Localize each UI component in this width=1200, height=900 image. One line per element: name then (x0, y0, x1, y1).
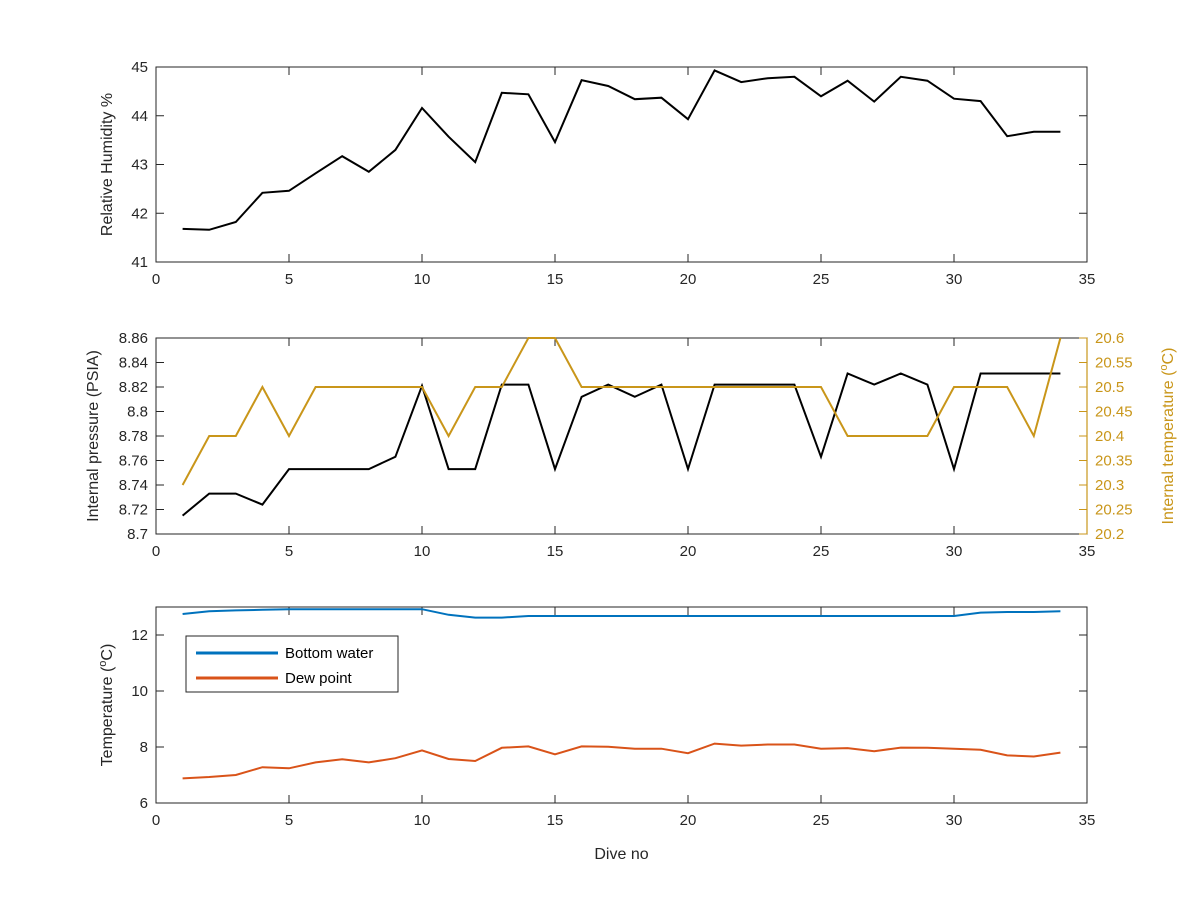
y-tick-label: 10 (131, 683, 148, 700)
y-axis-label: Relative Humidity % (99, 93, 116, 236)
x-tick-label: 10 (414, 271, 431, 288)
series-line-dew-point (182, 742, 1061, 780)
x-tick-label: 35 (1079, 812, 1096, 829)
x-tick-label: 30 (946, 543, 963, 560)
legend-box (185, 635, 399, 693)
series-line-2 (181, 337, 1062, 486)
right-y-tick-label: 20.35 (1095, 453, 1133, 470)
y-tick-label: 8.72 (119, 502, 148, 519)
y-tick-label: 8.74 (119, 477, 148, 494)
x-tick-label: 5 (285, 812, 293, 829)
right-y-tick-label: 20.2 (1095, 526, 1124, 543)
y-tick-label: 44 (131, 108, 148, 125)
plot-frame (155, 337, 1088, 535)
y-tick-label: 8.78 (119, 428, 148, 445)
x-tick-label: 35 (1079, 543, 1096, 560)
x-tick-label: 20 (680, 271, 697, 288)
x-tick-label: 0 (152, 812, 160, 829)
y-tick-label: 45 (131, 59, 148, 76)
right-y-tick-label: 20.55 (1095, 355, 1133, 372)
x-tick-label: 25 (813, 543, 830, 560)
plot-frame (155, 606, 1088, 804)
x-tick-label: 0 (152, 543, 160, 560)
x-tick-label: 5 (285, 543, 293, 560)
x-tick-label: 15 (547, 812, 564, 829)
legend: Bottom water Dew point (185, 635, 399, 693)
y-tick-label: 41 (131, 254, 148, 271)
chart-panel-1: 0 5 10 15 20 25 30 35 41 42 43 44 45 Relative Humidit… (99, 59, 1095, 288)
legend-label: Dew point (285, 670, 353, 687)
y-tick-label: 8.8 (127, 404, 148, 421)
x-tick-label: 25 (813, 812, 830, 829)
y-tick-label: 8.86 (119, 330, 148, 347)
y-tick-label: 8.7 (127, 526, 148, 543)
series-line-1 (181, 372, 1061, 517)
x-axis-label: Dive no (594, 846, 648, 863)
right-y-tick-label: 20.25 (1095, 502, 1133, 519)
y-tick-label: 8.84 (119, 355, 148, 372)
y-tick-label: 12 (131, 627, 148, 644)
plot-frame (155, 66, 1088, 263)
x-tick-label: 20 (680, 543, 697, 560)
chart-panel-2: 0 5 10 15 20 25 30 35 8.7 8.72 8.74 8.76 8.78 8.8 8.82… (85, 330, 1177, 560)
x-tick-label: 25 (813, 271, 830, 288)
y-tick-label: 8 (140, 739, 148, 756)
y-tick-label: 8.82 (119, 379, 148, 396)
x-tick-label: 5 (285, 271, 293, 288)
series-line-1 (182, 69, 1061, 231)
x-tick-label: 30 (946, 812, 963, 829)
chart-panel-3: 0 5 10 15 20 25 30 35 6 8 10 12 Temperature (oC) Dive… (97, 606, 1096, 863)
y-axis-label: Internal pressure (PSIA) (85, 350, 102, 522)
y-tick-label: 42 (131, 205, 148, 222)
x-tick-label: 0 (152, 271, 160, 288)
x-tick-label: 35 (1079, 271, 1096, 288)
x-tick-label: 10 (414, 812, 431, 829)
x-tick-label: 10 (414, 543, 431, 560)
right-y-tick-label: 20.5 (1095, 379, 1124, 396)
y-tick-label: 43 (131, 157, 148, 174)
series-line-bottom-water (182, 608, 1061, 619)
right-y-tick-label: 20.4 (1095, 428, 1124, 445)
y-tick-label: 6 (140, 795, 148, 812)
x-tick-label: 20 (680, 812, 697, 829)
x-tick-label: 15 (547, 543, 564, 560)
legend-label: Bottom water (285, 645, 373, 662)
y-tick-label: 8.76 (119, 453, 148, 470)
right-y-tick-label: 20.6 (1095, 330, 1124, 347)
right-y-tick-label: 20.3 (1095, 477, 1124, 494)
x-tick-label: 15 (547, 271, 564, 288)
x-tick-label: 30 (946, 271, 963, 288)
y-axis-label: Temperature (oC) (97, 644, 116, 767)
right-y-tick-label: 20.45 (1095, 404, 1133, 421)
right-y-axis-label: Internal temperature (oC) (1158, 348, 1177, 525)
